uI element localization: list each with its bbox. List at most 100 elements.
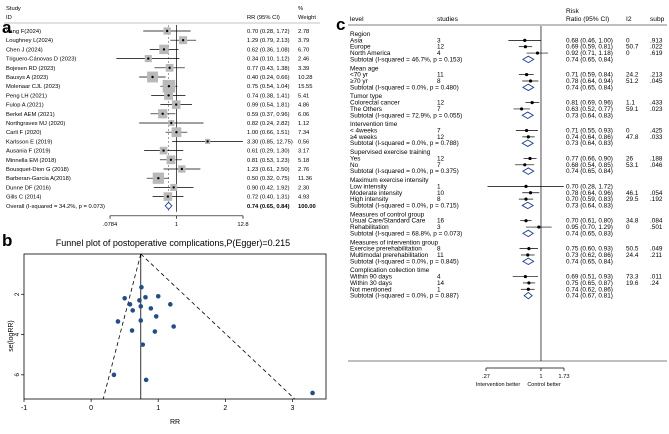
subtotal-label: Subtotal (I-squared = 0.0%, p = 0.480) bbox=[350, 84, 459, 91]
subgroup-point bbox=[523, 38, 527, 42]
subtotal-diamond bbox=[522, 229, 534, 238]
study-weight-value: 4.86 bbox=[298, 103, 309, 109]
subgroup-p: .619 bbox=[650, 50, 663, 57]
header-risk: Risk bbox=[566, 8, 580, 15]
study-weight-value: 0.56 bbox=[298, 139, 309, 145]
funnel-point bbox=[137, 298, 142, 303]
subgroup-i2: 0 bbox=[626, 50, 630, 57]
subgroup-point bbox=[526, 135, 530, 139]
subgroup-point bbox=[527, 281, 531, 285]
study-rr-value: 0.75 (0.54, 1.04) bbox=[247, 84, 290, 90]
subgroup-point bbox=[524, 219, 528, 223]
study-label: Fulop A (2021) bbox=[6, 103, 44, 109]
subtotal-rr-value: 0.74 (0.65, 0.84) bbox=[566, 84, 613, 91]
subgroup-studies: 8 bbox=[437, 196, 441, 203]
group-title: Measures of intervention group bbox=[350, 239, 439, 246]
subgroup-studies: 1 bbox=[437, 183, 441, 190]
x-tick-label: 1 bbox=[156, 405, 160, 412]
study-weight-value: 7.34 bbox=[298, 130, 310, 136]
subtotal-label: Subtotal (I-squared = 0.0%, p = 0.715) bbox=[350, 202, 459, 209]
study-label: Gills C (2014) bbox=[6, 195, 42, 201]
subgroup-point bbox=[523, 274, 528, 279]
subtotal-diamond bbox=[522, 167, 535, 175]
subgroup-point bbox=[524, 197, 528, 201]
subgroup-i2: 51.2 bbox=[626, 78, 639, 85]
funnel-point bbox=[111, 372, 117, 378]
funnel-point bbox=[115, 319, 121, 324]
group-title: Tumor type bbox=[350, 93, 383, 100]
subgroup-i2: 47.8 bbox=[626, 134, 639, 141]
study-rr-value: 0.61 (0.29, 1.30) bbox=[247, 149, 290, 155]
funnel-point bbox=[143, 294, 148, 300]
subgroup-point bbox=[525, 73, 529, 77]
subgroup-p: .023 bbox=[650, 106, 663, 113]
subgroup-rr-value: 0.70 (0.61, 0.80) bbox=[566, 218, 613, 225]
subgroup-level: Low intensity bbox=[350, 183, 388, 190]
group-title: Region bbox=[350, 31, 371, 38]
subgroup-level: Within 90 days bbox=[350, 274, 392, 281]
study-rr-value: 0.90 (0.42, 1.92) bbox=[247, 185, 290, 191]
subgroup-p: .084 bbox=[650, 218, 663, 225]
subgroup-studies: 4 bbox=[437, 274, 441, 281]
study-rr-value: 0.70 (0.28, 1.72) bbox=[247, 29, 290, 35]
study-weight-value: 3.39 bbox=[298, 66, 309, 72]
x-tick-label: -1 bbox=[21, 405, 27, 412]
y-tick-label: 4 bbox=[14, 332, 21, 336]
subgroup-level: <70 yr bbox=[350, 72, 369, 79]
subgroup-rr-value: 0.68 (0.46, 1.00) bbox=[566, 37, 613, 44]
study-rr-value: 1.23 (0.61, 2.50) bbox=[247, 167, 290, 173]
study-rr-value: 3.30 (0.85, 12.75) bbox=[247, 139, 293, 145]
header-i2: I2 bbox=[626, 16, 632, 23]
study-label: Minnella EM (2018) bbox=[6, 158, 56, 164]
subgroup-rr-value: 0.71 (0.59, 0.84) bbox=[566, 72, 613, 79]
subgroup-i2: 0 bbox=[626, 37, 630, 44]
study-label: Barberan-Garcia A(2018) bbox=[6, 176, 71, 182]
subgroup-rr-value: 0.69 (0.51, 0.93) bbox=[566, 274, 613, 281]
study-rr-value: 0.82 (0.24, 2.82) bbox=[247, 121, 290, 127]
forest-plot-a: a Study ID RR (95% CI) % Weight Yang F(2… bbox=[2, 6, 320, 228]
subtotal-label: Subtotal (I-squared = 72.9%, p = 0.055) bbox=[350, 112, 462, 119]
subgroup-rr-value: 0.92 (0.71, 1.18) bbox=[566, 50, 613, 57]
study-point bbox=[170, 121, 173, 125]
subgroup-studies: 8 bbox=[437, 246, 441, 253]
right-better-label: Control better bbox=[527, 382, 560, 388]
study-weight-value: 4.93 bbox=[298, 195, 309, 201]
subgroup-level: Colorectal cancer bbox=[350, 100, 401, 107]
panel-label-a: a bbox=[2, 18, 12, 37]
panel-b: b Funnel plot of postoperative complicat… bbox=[0, 228, 330, 429]
header-studies: studies bbox=[437, 16, 459, 23]
subgroup-studies: 7 bbox=[437, 162, 441, 169]
subgroup-p: .24 bbox=[650, 280, 659, 287]
funnel-point bbox=[122, 296, 127, 301]
subgroup-level: Multimodal prerehabilitation bbox=[350, 252, 429, 259]
study-rr-value: 0.81 (0.53, 1.23) bbox=[247, 158, 290, 164]
study-weight-value: 2.46 bbox=[298, 57, 309, 63]
subgroup-rr-value: 0.71 (0.55, 0.93) bbox=[566, 128, 613, 135]
subgroup-studies: 1 bbox=[437, 286, 441, 293]
study-weight-value: 1.12 bbox=[298, 121, 309, 127]
subtotal-diamond bbox=[521, 201, 535, 210]
subgroup-p: .211 bbox=[650, 252, 662, 259]
subgroup-point bbox=[535, 51, 540, 55]
subgroup-rr-value: 0.75 (0.60, 0.93) bbox=[566, 246, 613, 253]
header-subp: subp bbox=[650, 16, 665, 23]
subgroup-studies: 12 bbox=[437, 44, 445, 51]
subgroup-i2: 19.6 bbox=[626, 280, 639, 287]
study-point bbox=[180, 167, 184, 171]
x-tick-label: 1 bbox=[539, 374, 542, 380]
subgroup-studies: 7 bbox=[437, 128, 441, 135]
subgroup-rr-value: 0.95 (0.70, 1.29) bbox=[566, 224, 613, 231]
study-weight-value: 3.17 bbox=[298, 149, 309, 155]
subtotal-rr-value: 0.73 (0.64, 0.83) bbox=[566, 112, 613, 119]
study-label: Bausys A (2023) bbox=[6, 75, 48, 81]
study-point bbox=[161, 112, 164, 116]
study-rr-value: 0.59 (0.37, 0.96) bbox=[247, 112, 290, 118]
subgroup-i2: 29.5 bbox=[626, 196, 639, 203]
study-label: Ausania F (2019) bbox=[6, 149, 51, 155]
panel-label-c: c bbox=[336, 15, 345, 34]
subgroup-studies: 4 bbox=[437, 50, 441, 57]
overall-rr-value: 0.74 (0.65, 0.84) bbox=[247, 204, 290, 210]
plot-frame bbox=[23, 253, 327, 400]
funnel-point bbox=[140, 342, 146, 347]
y-tick-label: 2 bbox=[14, 292, 21, 296]
